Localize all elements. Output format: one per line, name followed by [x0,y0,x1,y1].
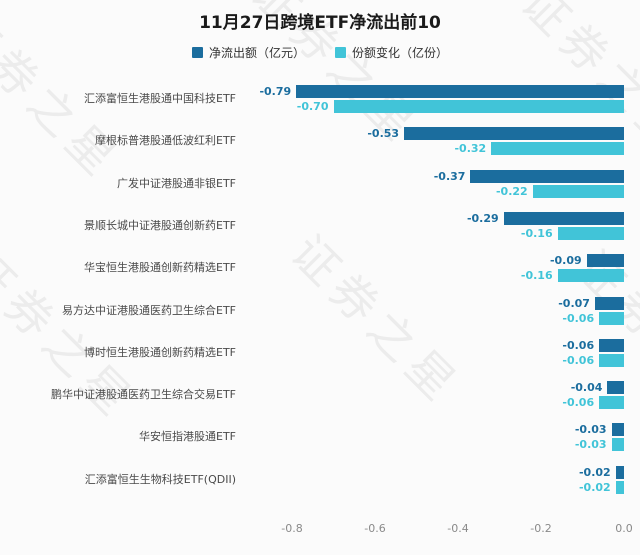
bar-net-outflow [586,254,624,268]
x-tick-label: -0.8 [281,522,303,535]
bar-share-change [611,438,624,452]
category-label: 易方达中证港股通医药卫生综合ETF [62,303,236,317]
value-label: -0.29 [466,211,499,225]
value-label: -0.09 [549,254,582,268]
bar-net-outflow [296,85,624,98]
value-label: -0.07 [558,296,590,310]
bar-share-change [599,353,624,367]
legend: 净流出额（亿元） 份额变化（亿份） [0,44,640,61]
bar-share-change [599,396,624,410]
value-label: -0.03 [574,423,607,437]
value-label: -0.02 [578,465,611,479]
bar-share-change [333,100,624,113]
category-label: 华宝恒生港股通创新药精选ETF [84,261,236,275]
bar-net-outflow [611,423,624,437]
bar-share-change [532,184,624,198]
x-axis: -0.8 -0.6 -0.4 -0.2 0.0 [0,522,640,542]
value-label: -0.32 [454,142,487,156]
category-label: 广发中证港股通非银ETF [117,176,236,190]
legend-label-net-outflow: 净流出额（亿元） [208,46,305,60]
value-label: -0.06 [562,311,595,325]
value-label: -0.16 [520,269,553,283]
value-label: -0.53 [367,127,400,141]
bar-share-change [599,311,624,325]
value-label: -0.16 [520,226,553,240]
legend-item-net-outflow: 净流出额（亿元） [191,44,305,61]
value-label: -0.02 [578,480,611,494]
bar-share-change [491,142,624,156]
legend-label-share-change: 份额变化（亿份） [352,46,449,60]
bar-net-outflow [404,127,624,141]
category-label: 景顺长城中证港股通创新药ETF [84,218,236,232]
x-tick-label: -0.4 [447,522,469,535]
bar-net-outflow [470,169,624,183]
value-label: -0.03 [574,438,607,452]
value-label: -0.06 [562,396,595,410]
chart-title: 11月27日跨境ETF净流出前10 [199,13,441,33]
category-label: 汇添富恒生生物科技ETF(QDII) [84,472,236,486]
value-label: -0.06 [562,353,595,367]
category-label: 华安恒指港股通ETF [139,430,236,444]
category-label: 鹏华中证港股通医药卫生综合交易ETF [51,388,236,402]
bar-net-outflow [607,381,624,395]
bar-net-outflow [615,465,624,479]
value-label: -0.70 [296,100,329,113]
x-tick-label: -0.6 [364,522,386,535]
value-label: -0.06 [562,338,595,352]
bar-net-outflow [503,211,624,225]
value-label: -0.04 [570,381,603,395]
legend-swatch-net-outflow [191,47,203,58]
category-label: 摩根标普港股通低波红利ETF [95,134,236,148]
legend-item-share-change: 份额变化（亿份） [335,44,448,61]
x-tick-label: 0.0 [615,522,633,535]
value-label: -0.79 [259,85,292,98]
bar-share-change [557,226,624,240]
x-tick-label: -0.2 [530,522,552,535]
bar-net-outflow [594,296,624,310]
bar-net-outflow [599,338,624,352]
value-label: -0.37 [433,169,466,183]
category-label: 汇添富恒生港股通中国科技ETF [84,92,236,105]
legend-swatch-share-change [335,47,346,58]
value-label: -0.22 [495,184,528,198]
bar-share-change [557,269,624,283]
category-label: 博时恒生港股通创新药精选ETF [84,345,236,359]
bar-share-change [615,480,624,494]
